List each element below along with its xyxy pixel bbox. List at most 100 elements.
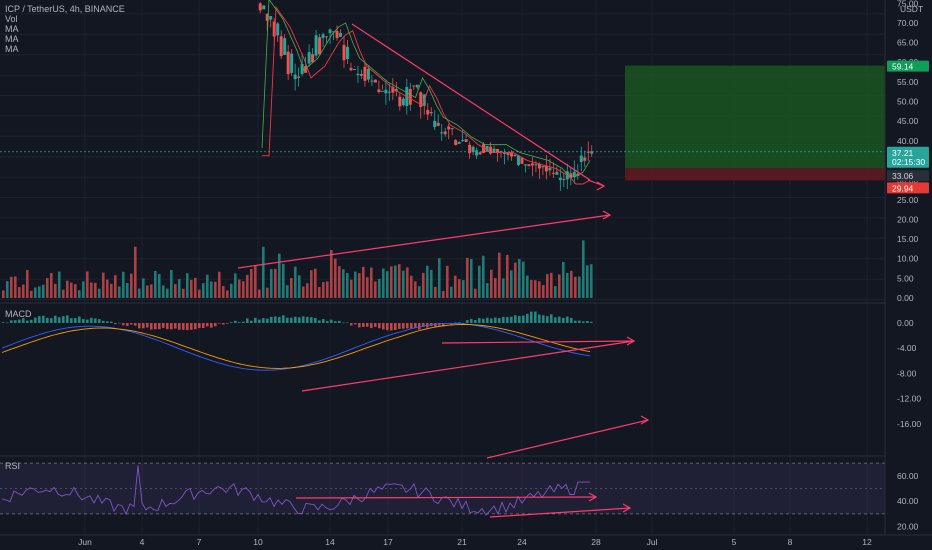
macd-histogram-bar bbox=[14, 320, 17, 323]
macd-histogram-bar bbox=[554, 317, 557, 323]
volume-bar bbox=[542, 285, 545, 298]
volume-bar bbox=[146, 285, 149, 298]
volume-bar bbox=[226, 290, 229, 298]
volume-bar bbox=[362, 266, 365, 298]
price-tick-label: 15.00 bbox=[897, 234, 919, 244]
candle-body bbox=[394, 88, 398, 92]
macd-histogram-bar bbox=[486, 317, 489, 323]
volume-bar bbox=[6, 281, 9, 298]
candle-body bbox=[325, 36, 329, 38]
volume-bar bbox=[114, 275, 117, 298]
position-zones bbox=[0, 65, 890, 181]
price-axis-bg bbox=[885, 0, 932, 550]
entry-label-bg bbox=[887, 170, 929, 182]
macd-histogram-bar bbox=[298, 317, 301, 323]
volume-bar bbox=[526, 275, 529, 298]
macd-histogram-bar bbox=[270, 316, 273, 323]
candle-body bbox=[457, 142, 461, 144]
volume-bar bbox=[358, 273, 361, 298]
candle-body bbox=[311, 54, 315, 63]
candle-body bbox=[345, 46, 349, 60]
take-profit-zone bbox=[625, 65, 890, 169]
volume-bar bbox=[302, 286, 305, 298]
indicator-ma-3[interactable]: MA bbox=[5, 44, 19, 54]
time-tick-label: 5 bbox=[732, 537, 737, 547]
time-axis-bg bbox=[0, 535, 932, 550]
volume-bar bbox=[58, 271, 61, 298]
volume-bar bbox=[566, 272, 569, 298]
volume-bar bbox=[510, 270, 513, 298]
indicator-vol[interactable]: Vol bbox=[5, 14, 18, 24]
volume-bar bbox=[262, 246, 265, 298]
candle-body bbox=[454, 140, 458, 146]
indicator-ma-1[interactable]: MA bbox=[5, 24, 19, 34]
macd-histogram-bar bbox=[286, 317, 289, 323]
volume-bar bbox=[178, 279, 181, 298]
macd-histogram-bar bbox=[534, 311, 537, 323]
macd-histogram-bar bbox=[330, 319, 333, 323]
rsi-pane bbox=[0, 462, 885, 516]
macd-title[interactable]: MACD bbox=[5, 309, 32, 319]
candle-body bbox=[537, 163, 541, 169]
stop-loss-zone bbox=[625, 168, 890, 181]
candle-body bbox=[461, 140, 465, 142]
volume-bar bbox=[126, 283, 129, 298]
volume-bar bbox=[110, 283, 113, 298]
volume-bar bbox=[134, 246, 137, 298]
rsi-title[interactable]: RSI bbox=[5, 461, 21, 471]
macd-histogram-bar bbox=[526, 313, 529, 323]
volume-bar bbox=[50, 273, 53, 298]
candle-body bbox=[359, 74, 363, 76]
macd-histogram-bar bbox=[170, 323, 173, 330]
volume-bar bbox=[350, 279, 353, 298]
volume-bar bbox=[502, 278, 505, 298]
volume-bar bbox=[10, 276, 13, 298]
volume-bar bbox=[466, 257, 469, 298]
macd-histogram-bar bbox=[418, 323, 421, 330]
candle-body bbox=[579, 155, 583, 162]
trendlines[interactable] bbox=[237, 23, 650, 518]
volume-bar bbox=[194, 277, 197, 298]
macd-histogram-bar bbox=[110, 321, 113, 323]
time-tick-label: 28 bbox=[591, 537, 601, 547]
volume-bar bbox=[54, 283, 57, 298]
candle-body bbox=[506, 152, 510, 155]
macd-tick-label: -8.00 bbox=[897, 368, 917, 378]
candle-body bbox=[286, 51, 290, 75]
macd-histogram-bar bbox=[198, 323, 201, 329]
volume-bar bbox=[422, 272, 425, 298]
candle-body bbox=[328, 29, 332, 34]
macd-histogram-bar bbox=[90, 317, 93, 323]
price-tick-label: 55.00 bbox=[897, 77, 919, 87]
volume-bar bbox=[250, 268, 253, 298]
macd-histogram-bar bbox=[158, 323, 161, 330]
volume-bar bbox=[150, 284, 153, 298]
indicator-ma-2[interactable]: MA bbox=[5, 34, 19, 44]
candle-body bbox=[300, 64, 304, 75]
candle-body bbox=[520, 157, 524, 164]
volume-bar bbox=[366, 277, 369, 298]
macd-histogram-bar bbox=[54, 315, 57, 323]
macd-histogram-bar bbox=[74, 318, 77, 323]
volume-bar bbox=[410, 275, 413, 298]
candle-body bbox=[366, 68, 370, 80]
macd-histogram-bar bbox=[318, 320, 321, 323]
volume-bar bbox=[174, 284, 177, 298]
time-tick-label: 24 bbox=[517, 537, 527, 547]
take-profit-label-bg bbox=[887, 60, 929, 72]
volume-bar bbox=[314, 268, 317, 298]
candle-body bbox=[499, 150, 503, 152]
macd-histogram-bar bbox=[382, 323, 385, 330]
candle-body bbox=[513, 155, 517, 157]
volume-bar bbox=[378, 278, 381, 298]
volume-bar bbox=[138, 288, 141, 298]
macd-histogram-bar bbox=[454, 322, 457, 324]
rsi-tick-label: 20.00 bbox=[897, 522, 919, 532]
volume-bar bbox=[230, 283, 233, 298]
candle-body bbox=[370, 80, 374, 82]
candle-body bbox=[272, 21, 276, 37]
volume-bar bbox=[326, 281, 329, 298]
macd-histogram-bar bbox=[226, 323, 229, 324]
macd-histogram-bar bbox=[242, 321, 245, 323]
